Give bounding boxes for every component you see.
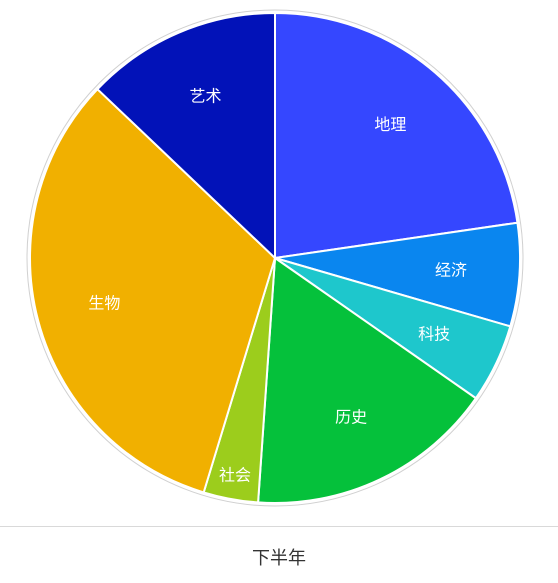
pie-slice-label-7: 艺术 bbox=[189, 86, 221, 105]
pie-slice-label-5: 社会 bbox=[219, 465, 251, 484]
pie-outline bbox=[26, 9, 524, 507]
pie-slice-label-6: 生物 bbox=[88, 293, 120, 312]
pie-slice-2[interactable] bbox=[274, 221, 521, 328]
pie-slice-label-3: 科技 bbox=[418, 325, 450, 344]
pie-slice-label-4: 历史 bbox=[335, 408, 367, 427]
chart-caption: 下半年 bbox=[252, 548, 306, 569]
footer-divider bbox=[0, 526, 558, 527]
pie-slice-7[interactable] bbox=[96, 12, 276, 259]
pie-slice-label-2: 经济 bbox=[435, 261, 467, 280]
pie-slice-6[interactable] bbox=[29, 88, 276, 494]
pie-slice-label-1: 地理 bbox=[374, 115, 406, 134]
pie-slice-4[interactable] bbox=[257, 257, 477, 504]
pie-slices bbox=[29, 12, 521, 504]
pie-chart: 地理经济科技历史社会 生物 艺术 bbox=[26, 9, 524, 507]
pie-slice-1[interactable] bbox=[274, 12, 519, 259]
